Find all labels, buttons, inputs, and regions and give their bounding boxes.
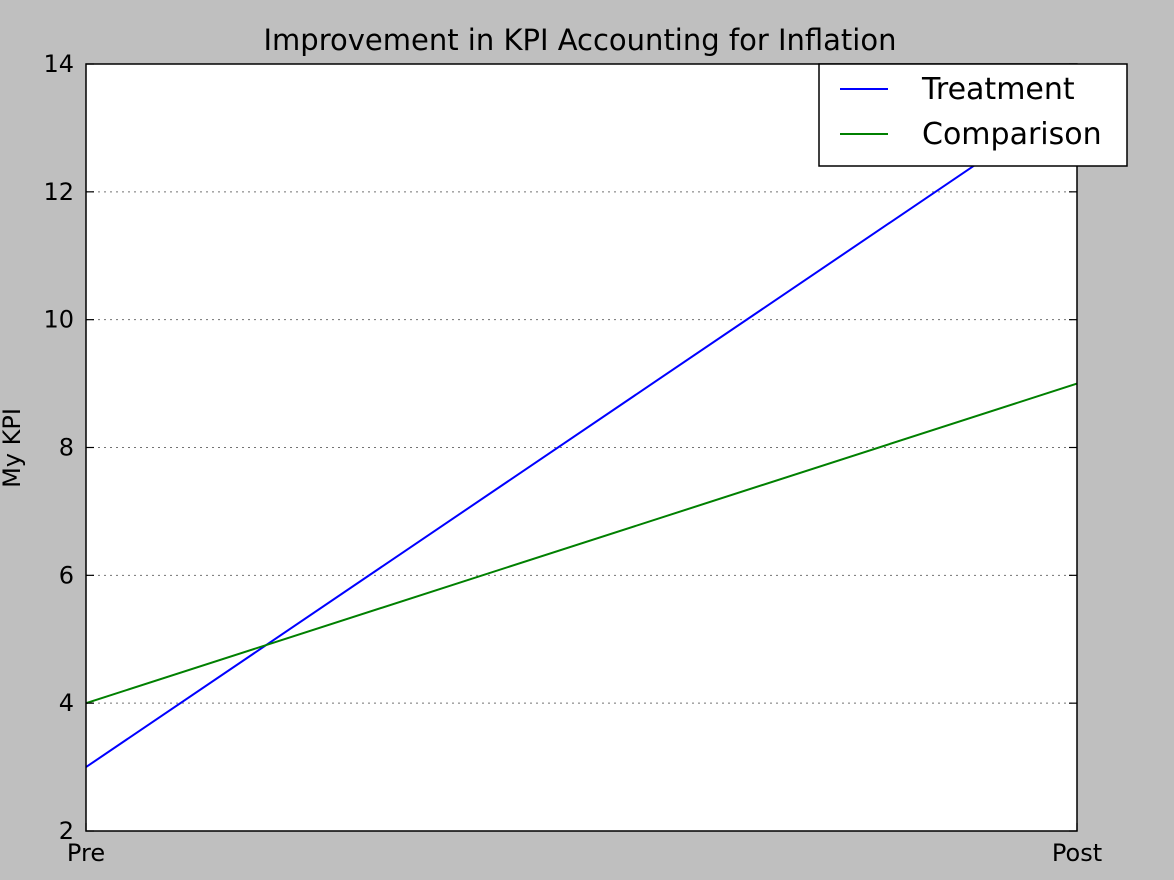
series-lines bbox=[86, 95, 1077, 768]
legend: Treatment Comparison bbox=[818, 63, 1128, 167]
x-ticks: Pre Post bbox=[67, 823, 1102, 867]
y-tick-label-6: 6 bbox=[59, 561, 74, 589]
y-tick-label-14: 14 bbox=[43, 50, 74, 78]
x-tick-label-1: Post bbox=[1052, 839, 1102, 867]
series-line-comparison bbox=[86, 382, 1077, 705]
plot-area bbox=[86, 64, 1077, 831]
x-tick-label-0: Pre bbox=[67, 839, 105, 867]
y-axis-label: My KPI bbox=[0, 408, 26, 488]
legend-box bbox=[818, 63, 1128, 167]
y-tick-label-2: 2 bbox=[59, 817, 74, 845]
y-ticks: 2 4 6 8 10 12 14 bbox=[43, 50, 1077, 845]
y-tick-label-4: 4 bbox=[59, 689, 74, 717]
y-tick-label-10: 10 bbox=[43, 306, 74, 334]
y-tick-label-12: 12 bbox=[43, 178, 74, 206]
chart-title: Improvement in KPI Accounting for Inflat… bbox=[263, 23, 896, 57]
y-tick-label-8: 8 bbox=[59, 434, 74, 462]
series-line-treatment bbox=[86, 95, 1077, 768]
legend-label-comparison: Comparison bbox=[922, 117, 1102, 152]
legend-label-treatment: Treatment bbox=[921, 72, 1075, 107]
